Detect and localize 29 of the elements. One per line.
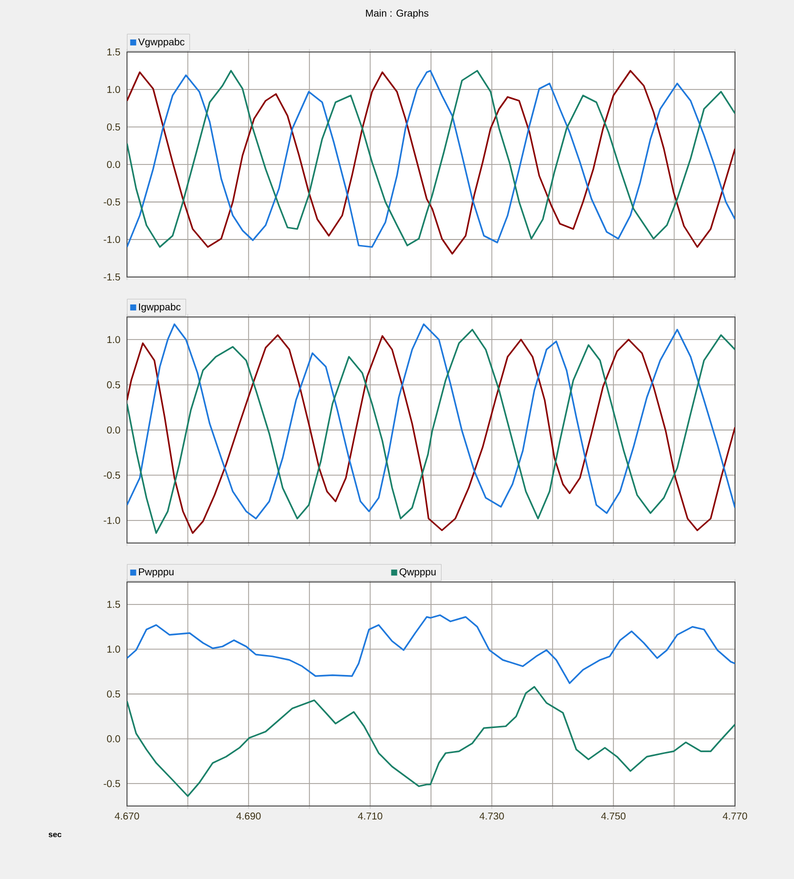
x-tick-label: 4.750	[601, 812, 626, 820]
x-tick-label: 4.730	[480, 812, 504, 820]
y-tick-label: 1.0	[107, 86, 120, 94]
y-tick-label: -0.5	[104, 780, 120, 788]
y-tick-label: 1.0	[107, 646, 120, 653]
x-tick-label: 4.670	[114, 812, 140, 820]
y-tick-label: 0.5	[107, 123, 120, 131]
x-tick-label: 4.710	[358, 812, 382, 820]
y-tick-label: -0.5	[104, 198, 120, 206]
line-series	[127, 614, 736, 684]
y-tick-label: 1.0	[107, 336, 120, 344]
chart-title: Main : Graphs	[366, 9, 428, 19]
y-tick-label: -1.0	[104, 516, 120, 524]
legend-label: Igwppabc	[139, 303, 181, 312]
x-tick-label: 4.690	[236, 812, 261, 820]
y-tick-label: -1.0	[104, 236, 120, 244]
y-tick-label: 0.5	[107, 690, 120, 698]
legend-label: Vgwppabc	[138, 38, 184, 48]
y-tick-label: 0.0	[107, 426, 120, 434]
y-tick-label: 0.0	[107, 735, 120, 742]
legend-label: Qwpppu	[400, 568, 436, 578]
legend-label: Pwpppu	[138, 568, 174, 578]
y-tick-label: 1.5	[107, 48, 120, 56]
x-tick-label: 4.770	[722, 812, 748, 820]
y-tick-label: -1.5	[104, 274, 120, 280]
y-tick-label: 0.5	[107, 381, 120, 388]
y-tick-label: 1.5	[107, 600, 120, 608]
y-tick-label: -0.5	[104, 472, 120, 479]
y-tick-label: 0.0	[107, 160, 120, 168]
